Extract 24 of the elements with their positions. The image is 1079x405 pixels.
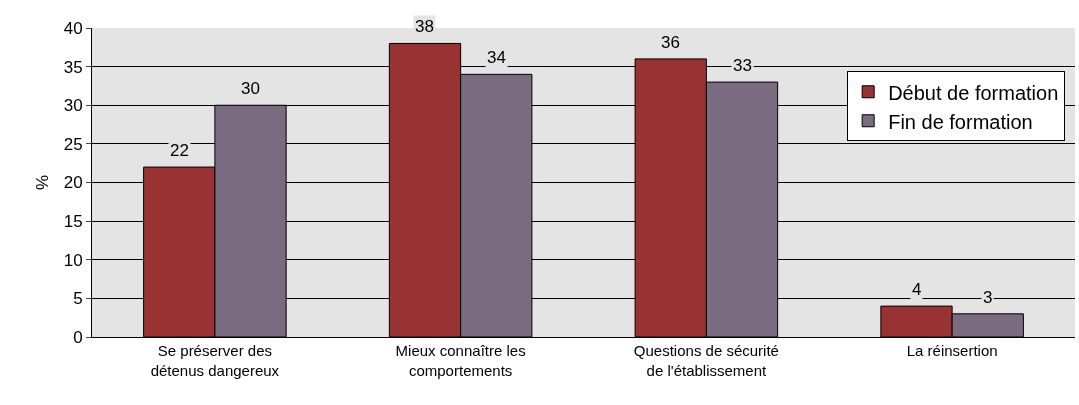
data-label: 30 bbox=[241, 79, 260, 98]
x-tick-label: La réinsertion bbox=[906, 342, 998, 359]
data-label: 34 bbox=[487, 48, 506, 67]
legend-label: Fin de formation bbox=[888, 110, 1033, 133]
y-tick-label: 0 bbox=[73, 327, 83, 347]
y-tick-label: 15 bbox=[63, 212, 83, 232]
x-tick-label: Questions de sécurité de l'établissement bbox=[633, 342, 779, 379]
y-tick-label: 20 bbox=[63, 173, 83, 193]
x-tick-label: Se préserver des détenus dangereux bbox=[150, 342, 280, 379]
x-tick-label: Mieux connaître les comportements bbox=[395, 342, 526, 379]
y-tick-label: 30 bbox=[63, 96, 83, 116]
y-axis-title: % bbox=[33, 174, 52, 191]
y-tick-label: 25 bbox=[63, 134, 83, 154]
y-tick-label: 10 bbox=[63, 250, 83, 270]
data-label: 36 bbox=[661, 33, 680, 52]
data-label: 3 bbox=[983, 288, 993, 307]
data-label: 22 bbox=[170, 141, 189, 160]
y-tick-label: 40 bbox=[63, 18, 83, 38]
data-label: 33 bbox=[733, 56, 752, 75]
data-label: 38 bbox=[415, 17, 434, 36]
legend-label: Début de formation bbox=[888, 81, 1059, 104]
data-label: 4 bbox=[912, 280, 922, 299]
y-tick-label: 35 bbox=[63, 57, 83, 77]
y-tick-label: 5 bbox=[73, 289, 83, 309]
